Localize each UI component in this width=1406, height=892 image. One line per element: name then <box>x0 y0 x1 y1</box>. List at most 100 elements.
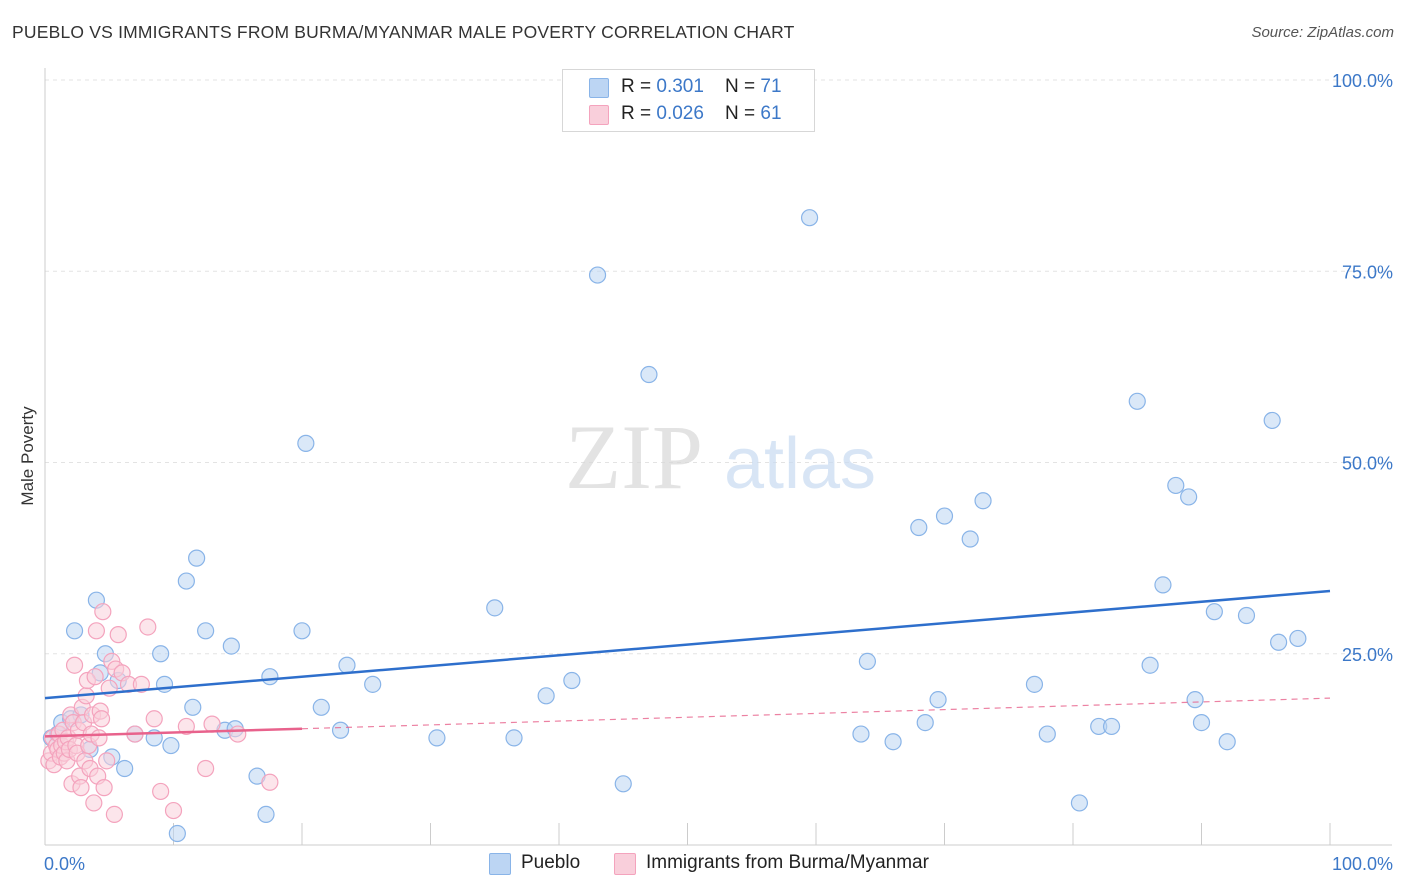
pueblo-point <box>1167 476 1185 495</box>
legend-n-label: N = <box>725 76 761 97</box>
burma-point <box>145 710 163 728</box>
pueblo-point <box>162 736 180 755</box>
pueblo-point <box>1154 576 1172 594</box>
burma-point <box>86 668 104 686</box>
pueblo-point <box>312 698 330 716</box>
burma-point <box>92 710 111 728</box>
pueblo-point <box>800 209 819 227</box>
burma-point <box>132 675 150 693</box>
pueblo-point <box>563 671 581 690</box>
legend-n-value: 61 <box>760 103 782 124</box>
chart-source: Source: ZipAtlas.com <box>1251 24 1394 41</box>
burma-point <box>90 729 108 747</box>
pueblo-point <box>1218 733 1236 751</box>
y-axis-label: Male Poverty <box>18 406 37 506</box>
legend-r-label: R = <box>621 103 657 124</box>
pueblo-point <box>588 266 607 284</box>
y-tick-label: 75.0% <box>1342 262 1393 282</box>
pueblo-point <box>331 721 350 739</box>
pueblo-point <box>177 572 195 590</box>
burma-point <box>109 626 127 644</box>
y-tick-labels: 100.0% 75.0% 50.0% 25.0% <box>1332 71 1393 665</box>
pueblo-point <box>297 434 315 452</box>
pueblo-point <box>1128 392 1146 410</box>
pueblo-point <box>1263 411 1281 430</box>
pueblo-trend-line <box>44 589 1331 700</box>
legend-n-label: N = <box>725 103 761 124</box>
pueblo-point <box>916 713 934 732</box>
chart-title: PUEBLO VS IMMIGRANTS FROM BURMA/MYANMAR … <box>12 22 795 42</box>
pueblo-point <box>929 691 947 709</box>
pueblo-point <box>1237 606 1256 625</box>
legend-swatch-burma <box>589 105 609 125</box>
pueblo-point <box>338 656 356 674</box>
correlation-legend: R = 0.301 N = 71 R = 0.026 N = 61 <box>562 69 815 132</box>
watermark-zip: ZIP <box>565 406 703 508</box>
pueblo-point <box>1269 633 1288 651</box>
pueblo-point <box>614 775 632 793</box>
burma-point <box>65 656 84 674</box>
pueblo-point <box>858 652 877 671</box>
burma-point <box>98 752 116 770</box>
x-tick-labels: 0.0% 100.0% <box>44 854 1393 874</box>
pueblo-point <box>1070 794 1089 812</box>
pueblo-point <box>222 637 240 655</box>
burma-point <box>72 779 90 797</box>
burma-point <box>152 782 170 801</box>
y-tick-label: 100.0% <box>1332 71 1393 91</box>
data-points <box>40 209 1307 843</box>
y-tick-label: 50.0% <box>1342 454 1393 474</box>
legend-r-value: 0.026 <box>656 103 704 124</box>
pueblo-point <box>537 687 555 705</box>
bottom-legend-label-burma: Immigrants from Burma/Myanmar <box>646 852 929 873</box>
trend-lines <box>44 589 1331 738</box>
pueblo-point <box>852 725 870 743</box>
pueblo-point <box>155 675 174 693</box>
burma-point <box>177 717 195 736</box>
legend-n-value: 71 <box>760 76 782 97</box>
burma-trend-line <box>44 727 303 738</box>
pueblo-point <box>184 698 202 716</box>
pueblo-point <box>293 622 311 640</box>
burma-point <box>94 603 112 621</box>
burma-point <box>261 773 279 791</box>
pueblo-point <box>65 622 84 640</box>
legend-swatch-pueblo <box>589 78 609 98</box>
burma-trend-line-dashed <box>301 697 1331 730</box>
pueblo-point <box>1141 656 1159 674</box>
pueblo-point <box>1102 717 1121 736</box>
x-tick-label-min: 0.0% <box>44 854 85 874</box>
bottom-legend-swatch-burma <box>614 853 636 875</box>
pueblo-point <box>1180 488 1198 506</box>
burma-point <box>197 759 215 778</box>
watermark-atlas: atlas <box>724 424 876 504</box>
gridlines <box>45 79 1392 655</box>
burma-point <box>85 794 103 812</box>
bottom-legend-swatch-pueblo <box>489 853 511 875</box>
pueblo-point <box>935 507 954 525</box>
pueblo-point <box>505 729 523 747</box>
pueblo-point <box>257 805 275 824</box>
burma-point <box>139 618 157 636</box>
pueblo-point <box>640 365 658 384</box>
pueblo-point <box>1186 691 1204 709</box>
pueblo-point <box>1205 603 1223 621</box>
pueblo-point <box>910 518 928 537</box>
pueblo-point <box>1192 713 1211 732</box>
pueblo-point <box>116 759 134 778</box>
pueblo-point <box>261 668 279 686</box>
pueblo-point <box>1289 629 1307 648</box>
axes <box>44 68 1392 846</box>
burma-point <box>105 805 123 824</box>
pueblo-point <box>1025 675 1044 693</box>
burma-point <box>95 779 113 797</box>
burma-point <box>87 622 106 640</box>
legend-r-value: 0.301 <box>656 76 704 97</box>
pueblo-point <box>364 675 382 693</box>
pueblo-point <box>486 599 504 617</box>
watermark: ZIP atlas <box>565 406 876 508</box>
pueblo-point <box>197 622 215 640</box>
burma-point <box>203 715 221 733</box>
pueblo-point <box>1038 725 1056 743</box>
